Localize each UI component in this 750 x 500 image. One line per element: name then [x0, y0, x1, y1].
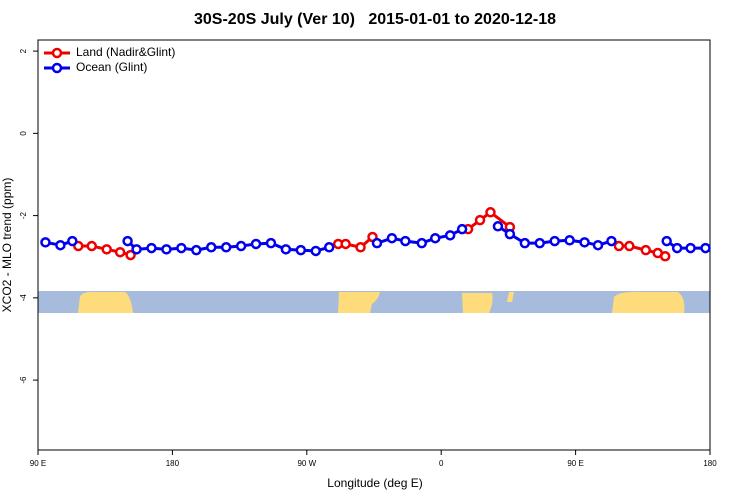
point	[295, 244, 307, 256]
point	[265, 237, 277, 249]
y-tick-label: -2	[19, 211, 28, 219]
point	[474, 214, 486, 226]
point	[579, 237, 590, 248]
point	[191, 244, 202, 256]
y-tick-label: -6	[19, 376, 28, 384]
y-tick-label: 2	[19, 48, 28, 53]
point	[504, 228, 516, 240]
point	[534, 237, 546, 249]
legend-label: Land (Nadir&Glint)	[76, 45, 175, 59]
point	[606, 235, 617, 247]
legend-label: Ocean (Glint)	[76, 60, 147, 74]
point	[592, 239, 604, 251]
point	[492, 221, 504, 232]
x-tick-label: 90 W	[297, 459, 316, 468]
point	[101, 244, 112, 255]
point	[549, 235, 560, 247]
point	[685, 242, 696, 254]
map-strip	[38, 291, 710, 313]
point	[122, 235, 133, 247]
point	[125, 249, 136, 261]
point	[340, 238, 351, 250]
point	[40, 237, 51, 248]
point	[519, 237, 531, 249]
x-tick-label: 90 E	[30, 459, 46, 468]
legend-marker	[51, 62, 63, 74]
point	[114, 246, 126, 258]
plot-frame	[37, 39, 711, 451]
point	[659, 251, 671, 262]
x-axis-label: Longitude (deg E)	[327, 476, 422, 490]
point	[444, 230, 456, 241]
point	[220, 242, 232, 253]
point	[161, 244, 172, 255]
x-tick-label: 180	[703, 459, 717, 468]
x-tick-label: 0	[439, 459, 444, 468]
x-tick-label: 90 E	[567, 459, 583, 468]
x-tick-label: 180	[166, 459, 180, 468]
legend-marker	[51, 47, 63, 59]
point	[235, 240, 247, 252]
point	[176, 242, 187, 254]
point	[416, 237, 428, 249]
point	[250, 238, 262, 250]
point	[613, 240, 625, 252]
y-axis-label: XCO2 - MLO trend (ppm)	[0, 178, 14, 313]
point	[86, 240, 98, 252]
point	[205, 242, 217, 253]
point	[67, 235, 78, 247]
y-tick-label: -4	[19, 294, 28, 302]
point	[400, 235, 411, 247]
point	[131, 244, 142, 255]
point	[429, 232, 441, 244]
point	[386, 232, 398, 244]
point	[624, 240, 635, 252]
point	[146, 242, 157, 254]
point	[485, 207, 496, 218]
point	[355, 242, 366, 253]
point	[640, 244, 652, 256]
chart-title: 30S-20S July (Ver 10) 2015-01-01 to 2020…	[194, 11, 556, 28]
point	[323, 242, 335, 253]
point	[280, 244, 292, 255]
point	[700, 242, 711, 254]
point	[310, 245, 322, 257]
point	[371, 237, 383, 249]
y-tick-label: 0	[19, 131, 28, 136]
point	[564, 235, 575, 246]
point	[661, 235, 672, 247]
point	[456, 223, 468, 235]
point	[671, 242, 683, 254]
point	[55, 239, 66, 251]
